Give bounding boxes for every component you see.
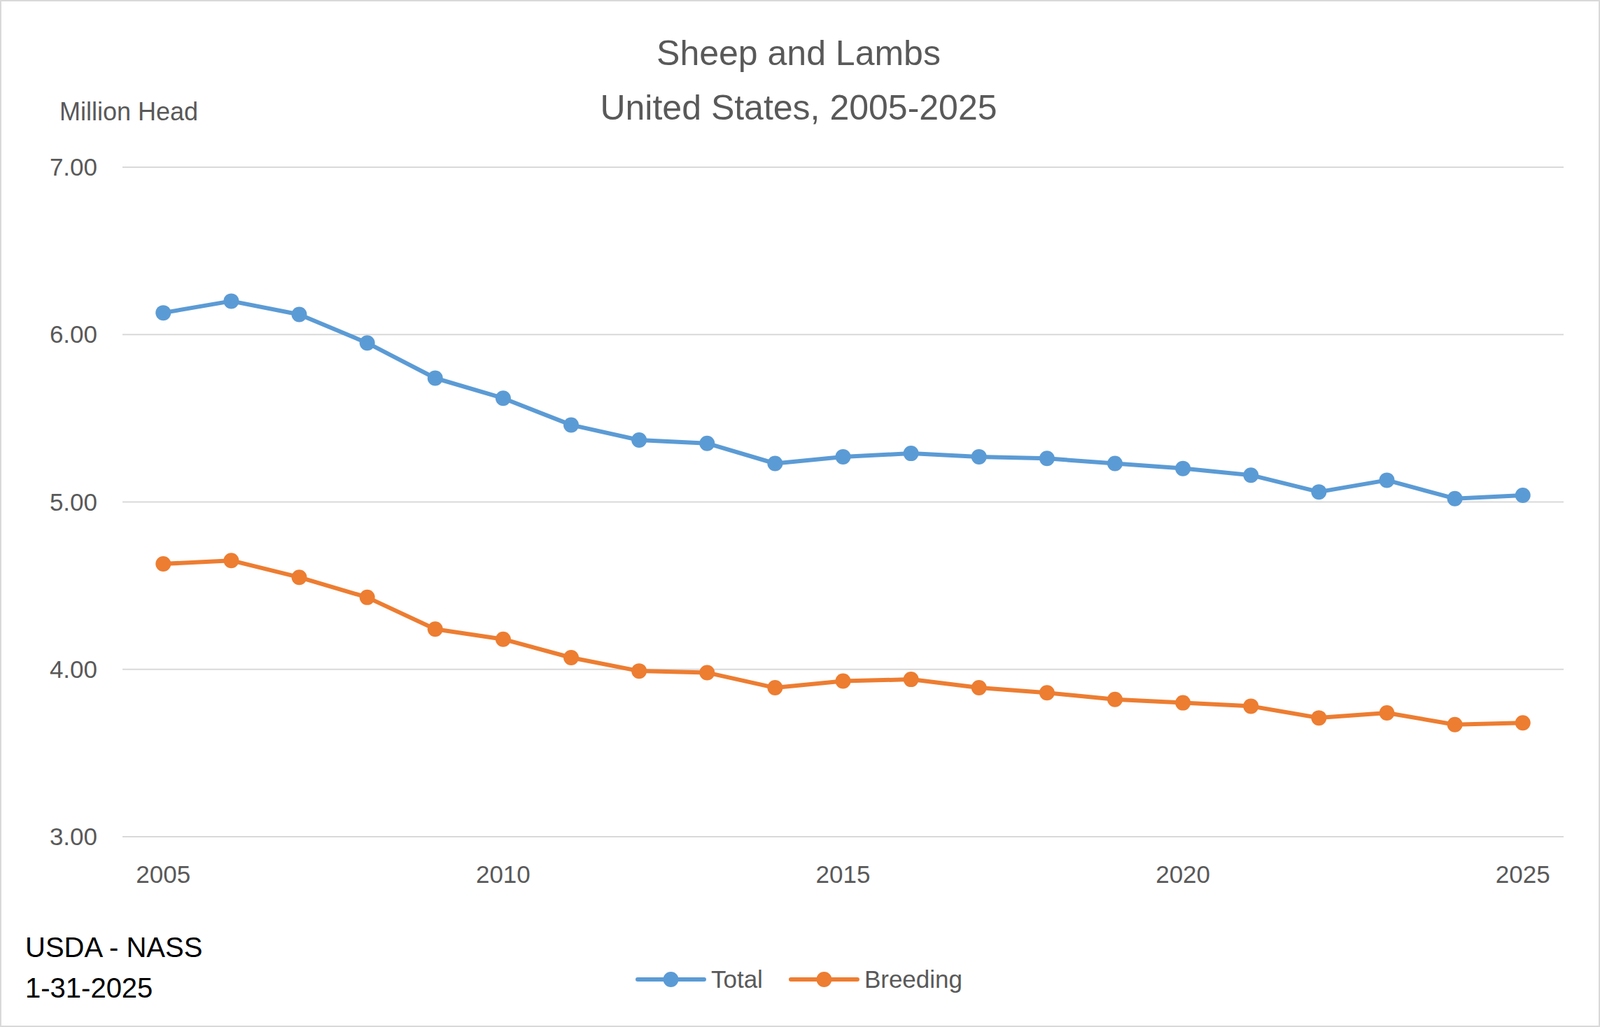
- point: [1447, 491, 1463, 507]
- point: [155, 556, 171, 572]
- point: [903, 671, 919, 688]
- grid-line: [122, 669, 1564, 671]
- grid-line: [122, 333, 1564, 336]
- point: [767, 455, 783, 472]
- grid-line: [122, 501, 1564, 504]
- border: [0, 0, 1600, 1027]
- point: [835, 673, 852, 689]
- point: [427, 370, 444, 386]
- y-tick-label: 5.00: [49, 488, 98, 516]
- point: [699, 436, 715, 452]
- point: [971, 449, 987, 465]
- point: [1039, 685, 1055, 701]
- point: [1378, 705, 1395, 721]
- point: [291, 307, 308, 323]
- x-axis-line: [122, 836, 1564, 838]
- point: [1039, 450, 1055, 467]
- x-tick-label: 2010: [475, 860, 531, 889]
- point: [291, 569, 308, 586]
- point: [1243, 467, 1259, 483]
- point: [155, 305, 171, 321]
- annotation: 1-31-2025: [25, 972, 153, 1004]
- point: [359, 335, 376, 351]
- point: [359, 590, 376, 606]
- chart: Sheep and Lambs United States, 2005-2025 M…: [0, 0, 1600, 1027]
- point: [631, 432, 647, 448]
- point: [1107, 692, 1123, 708]
- point: [223, 293, 239, 309]
- legend-marker: [816, 972, 832, 988]
- y-axis-label: Million Head: [59, 97, 199, 126]
- point: [495, 390, 511, 406]
- point: [1515, 487, 1531, 504]
- point: [1515, 715, 1531, 731]
- point: [1378, 472, 1395, 488]
- point: [1310, 484, 1327, 500]
- annotation: USDA - NASS: [25, 932, 203, 964]
- grid-line: [122, 836, 1564, 838]
- point: [903, 445, 919, 462]
- point: [495, 632, 511, 648]
- legend: Total Breeding: [637, 965, 963, 994]
- grid-line: [122, 166, 1564, 168]
- point: [563, 650, 579, 666]
- title: Sheep and Lambs: [656, 33, 941, 73]
- point: [1243, 698, 1259, 714]
- point: [767, 680, 783, 696]
- subtitle: United States, 2005-2025: [599, 88, 997, 128]
- plot-area: [155, 293, 1531, 733]
- point: [1175, 695, 1191, 712]
- series-line: [163, 300, 1523, 499]
- y-tick-label: 4.00: [49, 655, 98, 684]
- y-tick-label: 3.00: [49, 823, 98, 851]
- point: [699, 665, 715, 682]
- legend-label: Breeding: [864, 965, 963, 994]
- point: [631, 663, 647, 679]
- point: [1310, 710, 1327, 726]
- x-tick-label: 2015: [816, 860, 871, 889]
- point: [1107, 455, 1123, 472]
- y-tick-label: 7.00: [49, 153, 98, 181]
- point: [1447, 717, 1463, 733]
- point: [427, 621, 444, 637]
- series-line: [163, 560, 1523, 725]
- legend-marker: [662, 972, 679, 988]
- point: [971, 680, 987, 696]
- x-tick-label: 2025: [1495, 860, 1551, 889]
- legend-label: Total: [711, 965, 763, 994]
- x-tick-label: 2005: [135, 860, 191, 889]
- point: [223, 552, 239, 569]
- point: [1175, 461, 1191, 477]
- y-tick-label: 6.00: [49, 320, 98, 348]
- point: [563, 417, 579, 433]
- x-tick-label: 2020: [1155, 860, 1211, 889]
- point: [835, 449, 852, 465]
